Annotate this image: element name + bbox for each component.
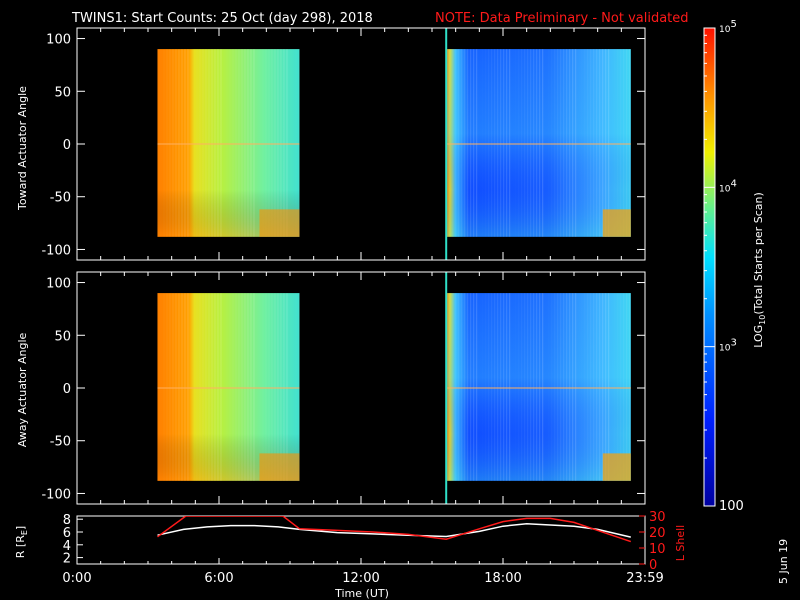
toward-ytick-label: -100 <box>41 243 71 258</box>
colorbar-label: LOG10(Total Starts per Scan) <box>752 192 767 348</box>
toward-ytick-label: 100 <box>46 33 71 48</box>
ephemeris-ytick-label: 6 <box>63 526 71 541</box>
colorbar-tick-label: 103 <box>719 338 737 354</box>
lshell-ytick-label: 0 <box>649 558 657 573</box>
lshell-ytick-label: 20 <box>649 526 666 541</box>
colorbar <box>704 28 715 506</box>
x-axis-label: Time (UT) <box>334 587 389 600</box>
toward-ytick-label: 50 <box>54 85 71 100</box>
away-data-block-1 <box>157 293 300 481</box>
date-stamp: 5 Jun 19 <box>777 539 790 584</box>
series-line-r <box>157 522 631 538</box>
colorbar-tick-label: 100 <box>719 499 744 514</box>
toward-ytick-label: -50 <box>50 191 71 206</box>
away-ytick-label: 0 <box>63 382 71 397</box>
away-ytick-label: -100 <box>41 487 71 502</box>
toward-ylabel: Toward Actuator Angle <box>16 86 29 211</box>
chart-title: TWINS1: Start Counts: 25 Oct (day 298), … <box>71 11 373 26</box>
ephemeris-ytick-label: 4 <box>63 539 71 554</box>
x-tick-label: 0:00 <box>62 571 91 586</box>
colorbar-tick-label: 105 <box>719 19 737 35</box>
toward-data-block-2 <box>446 49 631 237</box>
away-ylabel: Away Actuator Angle <box>16 332 29 447</box>
away-ytick-label: 50 <box>54 329 71 344</box>
x-tick-label: 6:00 <box>204 571 233 586</box>
away-data-block-2 <box>446 293 631 481</box>
series-line-l-shell <box>157 516 632 543</box>
away-ytick-label: -50 <box>50 435 71 450</box>
x-tick-label: 23:59 <box>626 571 663 586</box>
x-tick-label: 12:00 <box>342 571 379 586</box>
away-ytick-label: 100 <box>46 277 71 292</box>
lshell-ytick-label: 10 <box>649 542 666 557</box>
ephemeris-ylabel: R [RE] <box>14 526 29 558</box>
preliminary-note: NOTE: Data Preliminary - Not validated <box>435 11 689 26</box>
ephemeris-ytick-label: 8 <box>63 513 71 528</box>
toward-ytick-label: 0 <box>63 138 71 153</box>
lshell-ytick-label: 30 <box>649 510 666 525</box>
lshell-ylabel: L Shell <box>674 525 687 561</box>
colorbar-tick-label: 104 <box>719 178 737 194</box>
ephemeris-frame <box>76 515 646 565</box>
ephemeris-ytick-label: 2 <box>63 552 71 567</box>
toward-data-block-1 <box>157 49 300 237</box>
x-tick-label: 18:00 <box>484 571 521 586</box>
